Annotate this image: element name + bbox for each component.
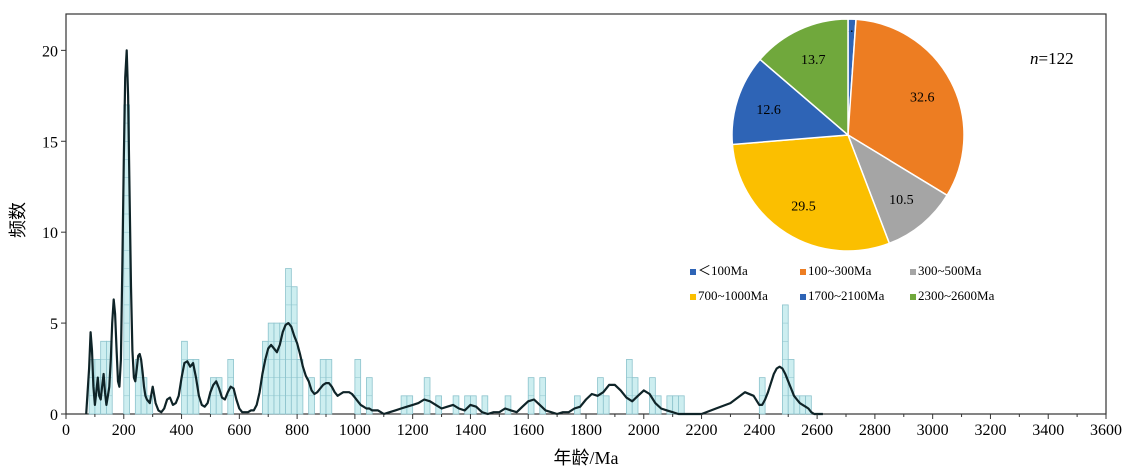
x-tick-label: 1800 [570, 422, 602, 439]
histogram-bar [504, 395, 512, 415]
x-tick-label: 0 [62, 422, 70, 439]
x-tick-label: 3600 [1090, 422, 1122, 439]
pie-value-label: 12.6 [756, 103, 781, 118]
pie-chart: 1.132.610.529.512.613.7 [731, 18, 965, 252]
y-tick-label: 5 [50, 316, 58, 333]
legend-swatch [800, 269, 806, 275]
histogram-bar [805, 395, 812, 415]
sample-size-n: n [1030, 49, 1039, 68]
histogram-bar [290, 286, 298, 415]
pie-slice [731, 134, 891, 252]
x-tick-label: 3200 [974, 422, 1006, 439]
legend-label: 1700~2100Ma [808, 288, 885, 303]
pie-value-label: 10.5 [889, 193, 914, 208]
y-tick-label: 0 [50, 407, 58, 424]
histogram-bars [88, 104, 812, 415]
legend-label: ＜100Ma [698, 263, 748, 278]
y-tick-label: 15 [42, 134, 58, 151]
x-tick-label: 3000 [917, 422, 949, 439]
pie-slice [731, 58, 850, 146]
sample-size-value: =122 [1039, 49, 1074, 68]
x-tick-label: 2800 [859, 422, 891, 439]
histogram-bar [146, 395, 154, 415]
x-tick-label: 800 [285, 422, 309, 439]
y-axis: 0 5 10 15 20 [42, 43, 66, 424]
pie-value-label: 13.7 [801, 53, 826, 68]
pie-slice [847, 18, 965, 197]
pie-slice [758, 18, 849, 137]
x-tick-label: 600 [227, 422, 251, 439]
x-tick-label: 1200 [397, 422, 429, 439]
histogram-bar [273, 322, 281, 415]
histogram-bar [192, 359, 200, 415]
pie-slice [846, 133, 949, 245]
pie-legend: ＜100Ma 100~300Ma 300~500Ma 700~1000Ma 1700~2… [690, 263, 995, 303]
histogram-bar [574, 395, 581, 415]
density-curve [85, 49, 823, 416]
x-tick-label: 2400 [743, 422, 775, 439]
x-tick-label: 2000 [628, 422, 660, 439]
x-tick-label: 400 [170, 422, 194, 439]
histogram-bar [296, 359, 304, 415]
x-tick-label: 2200 [686, 422, 718, 439]
histogram-bar [354, 359, 362, 415]
histogram-bar [602, 395, 610, 415]
histogram-bar [626, 359, 633, 415]
y-axis-label: 频数 [8, 202, 28, 238]
histogram-bar [481, 395, 489, 415]
x-tick-label: 1400 [454, 422, 486, 439]
legend-swatch [690, 269, 696, 275]
legend-swatch [690, 294, 696, 300]
y-tick-label: 20 [42, 43, 58, 60]
histogram-bar [678, 395, 685, 415]
legend-swatch [800, 294, 806, 300]
y-tick-label: 10 [42, 225, 58, 242]
legend-swatch [910, 269, 916, 275]
sample-size-label: n=122 [1030, 49, 1074, 68]
x-tick-label: 2600 [801, 422, 833, 439]
legend-label: 700~1000Ma [698, 288, 768, 303]
x-axis: 0 200 400 600 800 1000 1200 1400 1600 1800 2000 220… [62, 414, 1122, 439]
legend-label: 300~500Ma [918, 263, 982, 278]
legend-label: 2300~2600Ma [918, 288, 995, 303]
histogram-bar [672, 395, 679, 415]
pie-value-label: 29.5 [791, 200, 816, 215]
legend-label: 100~300Ma [808, 263, 872, 278]
x-axis-label: 年龄/Ma [554, 448, 619, 468]
legend-swatch [910, 294, 916, 300]
x-tick-label: 1600 [512, 422, 544, 439]
histogram-bar [267, 322, 275, 415]
histogram-bar [400, 395, 408, 415]
x-tick-label: 200 [112, 422, 136, 439]
plot-frame [65, 13, 1107, 415]
x-tick-label: 3400 [1032, 422, 1064, 439]
pie-value-label: 32.6 [910, 91, 935, 106]
x-tick-label: 1000 [339, 422, 371, 439]
